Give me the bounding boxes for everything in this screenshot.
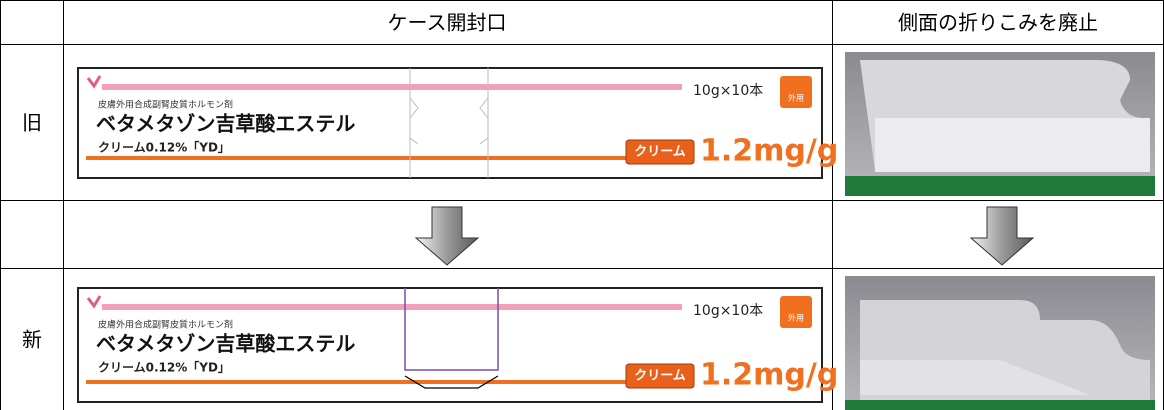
form: クリーム: [634, 145, 686, 160]
form-badge: [625, 139, 695, 165]
logo: [86, 295, 102, 309]
strength: クリーム0.12%「YD」: [98, 140, 230, 155]
concentration: 1.2mg/g: [700, 134, 838, 169]
header-cell: 側面の折りこみを廃止: [898, 11, 1098, 35]
strength: クリーム0.12%「YD」: [98, 360, 230, 375]
quantity: 10g×10本: [693, 303, 763, 319]
package-old: 皮膚外用合成副腎皮質ホルモン剤ベタメタゾン吉草酸エステルクリーム0.12%「YD…: [77, 67, 838, 179]
package-new: 皮膚外用合成副腎皮質ホルモン剤ベタメタゾン吉草酸エステルクリーム0.12%「YD…: [77, 287, 838, 403]
orange-band: [86, 156, 626, 160]
row-label: 旧: [22, 111, 42, 135]
down-arrow: [414, 206, 480, 266]
product-name: ベタメタゾン吉草酸エステル: [96, 332, 355, 356]
quantity: 10g×10本: [693, 83, 763, 99]
orange-band: [86, 380, 626, 384]
category: 皮膚外用合成副腎皮質ホルモン剤: [98, 319, 233, 331]
slot-cut: [404, 288, 499, 371]
route-icon: [780, 296, 812, 328]
product-name: ベタメタゾン吉草酸エステル: [96, 112, 355, 136]
row-label: 新: [22, 328, 42, 352]
form-badge: [625, 363, 695, 389]
logo: [86, 75, 102, 89]
pink-band: [102, 304, 682, 310]
pink-band: [102, 84, 682, 90]
slot-flap: [404, 375, 499, 389]
box-photo-old: [845, 52, 1155, 196]
route: 外用: [788, 313, 804, 323]
route: 外用: [788, 93, 804, 103]
down-arrow: [969, 206, 1035, 266]
form: クリーム: [634, 369, 686, 384]
box-photo-new: [845, 276, 1155, 410]
header-cell: ケース開封口: [388, 11, 507, 35]
concentration: 1.2mg/g: [700, 358, 838, 393]
slot-outline: [409, 68, 489, 178]
route-icon: [780, 76, 812, 108]
category: 皮膚外用合成副腎皮質ホルモン剤: [98, 99, 233, 111]
